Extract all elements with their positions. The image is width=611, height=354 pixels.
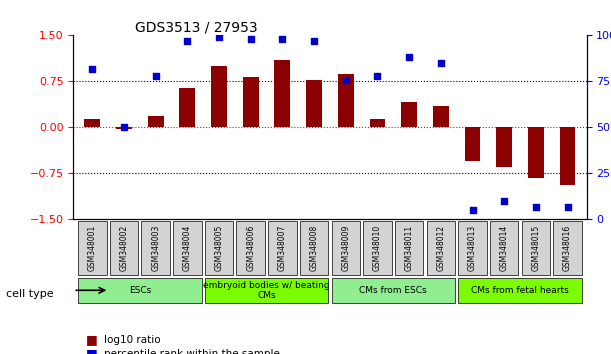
FancyBboxPatch shape (78, 278, 202, 303)
Text: ESCs: ESCs (129, 286, 151, 295)
FancyBboxPatch shape (458, 278, 582, 303)
Text: GDS3513 / 27953: GDS3513 / 27953 (135, 20, 257, 34)
Bar (243, 77, 258, 127)
FancyBboxPatch shape (268, 221, 297, 275)
Text: ■: ■ (86, 333, 97, 346)
Bar (274, 60, 290, 127)
FancyBboxPatch shape (110, 221, 138, 275)
FancyBboxPatch shape (332, 221, 360, 275)
Point (214, 34, 224, 40)
Text: GSM348001: GSM348001 (88, 225, 97, 271)
Text: GSM348003: GSM348003 (151, 224, 160, 271)
Text: GSM348012: GSM348012 (436, 225, 445, 271)
Bar (180, 87, 196, 127)
FancyBboxPatch shape (490, 221, 519, 275)
Bar (496, 127, 512, 167)
FancyBboxPatch shape (205, 278, 328, 303)
FancyBboxPatch shape (458, 221, 487, 275)
FancyBboxPatch shape (300, 221, 328, 275)
FancyBboxPatch shape (395, 221, 423, 275)
Point (563, 204, 573, 210)
Text: log10 ratio: log10 ratio (104, 335, 161, 345)
Text: GSM348009: GSM348009 (342, 224, 350, 271)
Text: GSM348007: GSM348007 (278, 224, 287, 271)
Text: GSM348006: GSM348006 (246, 224, 255, 271)
Bar (211, 66, 227, 127)
Text: CMs from fetal hearts: CMs from fetal hearts (471, 286, 569, 295)
Bar (306, 80, 322, 127)
FancyBboxPatch shape (332, 278, 455, 303)
Point (151, 73, 161, 79)
Bar (560, 127, 576, 184)
Text: CMs from ESCs: CMs from ESCs (359, 286, 427, 295)
Point (499, 198, 509, 204)
Bar (84, 119, 100, 127)
Point (341, 77, 351, 82)
Text: GSM348010: GSM348010 (373, 225, 382, 271)
FancyBboxPatch shape (554, 221, 582, 275)
Text: GSM348011: GSM348011 (404, 225, 414, 271)
Point (87, 66, 97, 72)
Bar (116, 127, 132, 129)
Point (246, 36, 255, 42)
Point (183, 38, 192, 44)
Text: GSM348005: GSM348005 (214, 224, 224, 271)
FancyBboxPatch shape (78, 221, 106, 275)
Text: percentile rank within the sample: percentile rank within the sample (104, 349, 280, 354)
Bar (528, 127, 544, 178)
FancyBboxPatch shape (363, 221, 392, 275)
Text: GSM348016: GSM348016 (563, 225, 572, 271)
FancyBboxPatch shape (236, 221, 265, 275)
Point (531, 204, 541, 210)
Point (277, 36, 287, 42)
Text: GSM348014: GSM348014 (500, 225, 509, 271)
Point (404, 55, 414, 60)
Text: GSM348008: GSM348008 (310, 225, 318, 271)
Point (373, 73, 382, 79)
Bar (338, 74, 354, 127)
FancyBboxPatch shape (426, 221, 455, 275)
Bar (401, 102, 417, 127)
Text: ■: ■ (86, 348, 97, 354)
Text: embryoid bodies w/ beating
CMs: embryoid bodies w/ beating CMs (203, 281, 330, 300)
Bar (464, 127, 480, 161)
Point (309, 38, 319, 44)
Point (467, 207, 477, 213)
Point (436, 60, 445, 66)
Text: GSM348013: GSM348013 (468, 225, 477, 271)
Text: GSM348015: GSM348015 (532, 225, 540, 271)
Text: GSM348002: GSM348002 (120, 225, 128, 271)
Bar (433, 106, 448, 127)
Bar (370, 119, 386, 127)
Bar (148, 116, 164, 127)
Text: cell type: cell type (6, 289, 54, 299)
FancyBboxPatch shape (173, 221, 202, 275)
FancyBboxPatch shape (141, 221, 170, 275)
FancyBboxPatch shape (205, 221, 233, 275)
Text: GSM348004: GSM348004 (183, 224, 192, 271)
FancyBboxPatch shape (522, 221, 550, 275)
Point (119, 125, 129, 130)
